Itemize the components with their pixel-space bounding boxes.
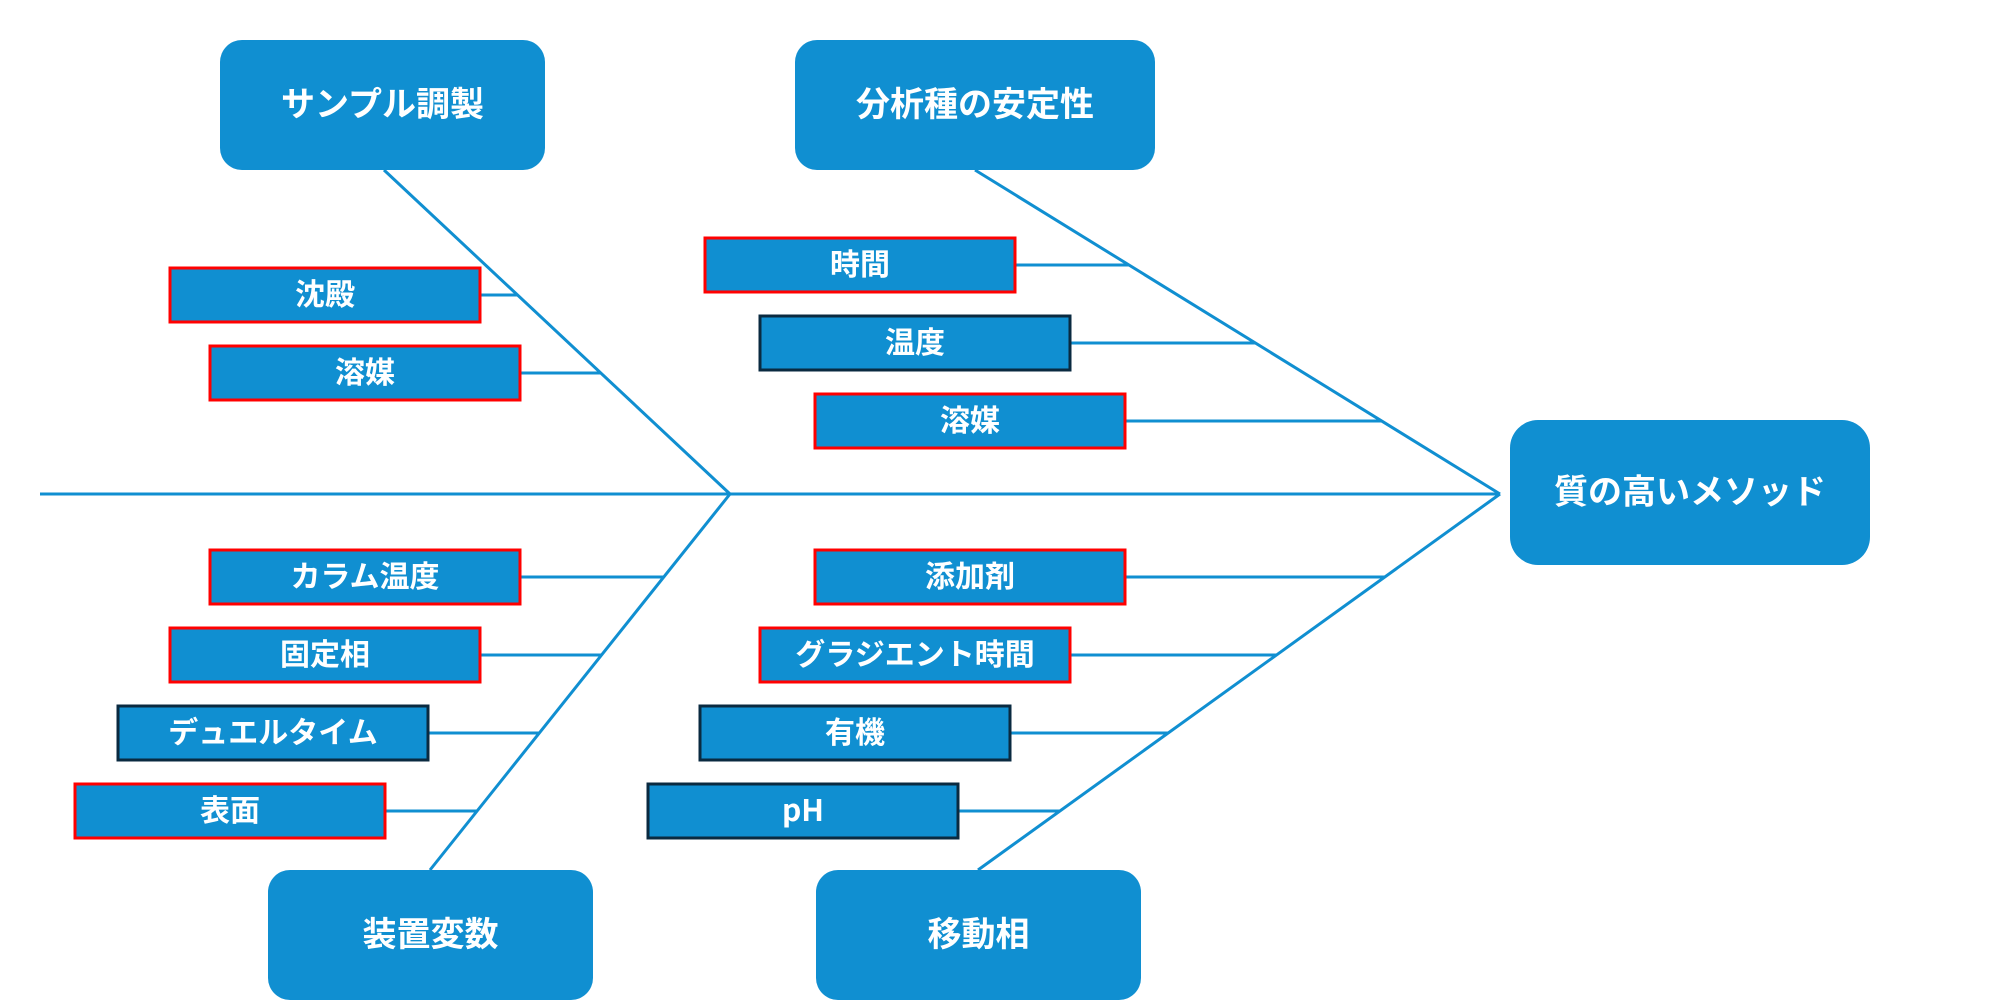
category-label-mobile-phase: 移動相 bbox=[928, 907, 1030, 956]
factor-label-time: 時間 bbox=[830, 240, 890, 284]
category-label-analyte-stability: 分析種の安定性 bbox=[856, 77, 1094, 126]
category-label-instrument: 装置変数 bbox=[363, 907, 499, 956]
factor-label-ph: pH bbox=[782, 786, 824, 830]
factor-label-precip: 沈殿 bbox=[295, 270, 355, 314]
factor-label-dwell: デュエルタイム bbox=[168, 708, 377, 752]
factor-label-solvent2: 溶媒 bbox=[940, 396, 1000, 440]
factor-label-col-temp: カラム温度 bbox=[290, 552, 439, 596]
factor-label-organic: 有機 bbox=[825, 708, 885, 752]
bone-sample-prep bbox=[384, 170, 730, 494]
fishbone-diagram: 沈殿溶媒 サンプル調製時間温度溶媒 分析種の安定性カラム温度固定相デュエルタイム表面… bbox=[0, 0, 2000, 1008]
category-label-sample-prep: サンプル調製 bbox=[281, 77, 484, 126]
factor-label-additive: 添加剤 bbox=[925, 552, 1015, 596]
factor-label-gradtime: グラジエント時間 bbox=[795, 630, 1034, 674]
head-label: 質の高いメソッド bbox=[1554, 465, 1826, 514]
factor-label-stationary: 固定相 bbox=[280, 630, 370, 674]
factor-label-temp: 温度 bbox=[885, 318, 945, 362]
factor-label-surface: 表面 bbox=[200, 786, 260, 830]
factor-label-solvent1: 溶媒 bbox=[335, 348, 395, 392]
